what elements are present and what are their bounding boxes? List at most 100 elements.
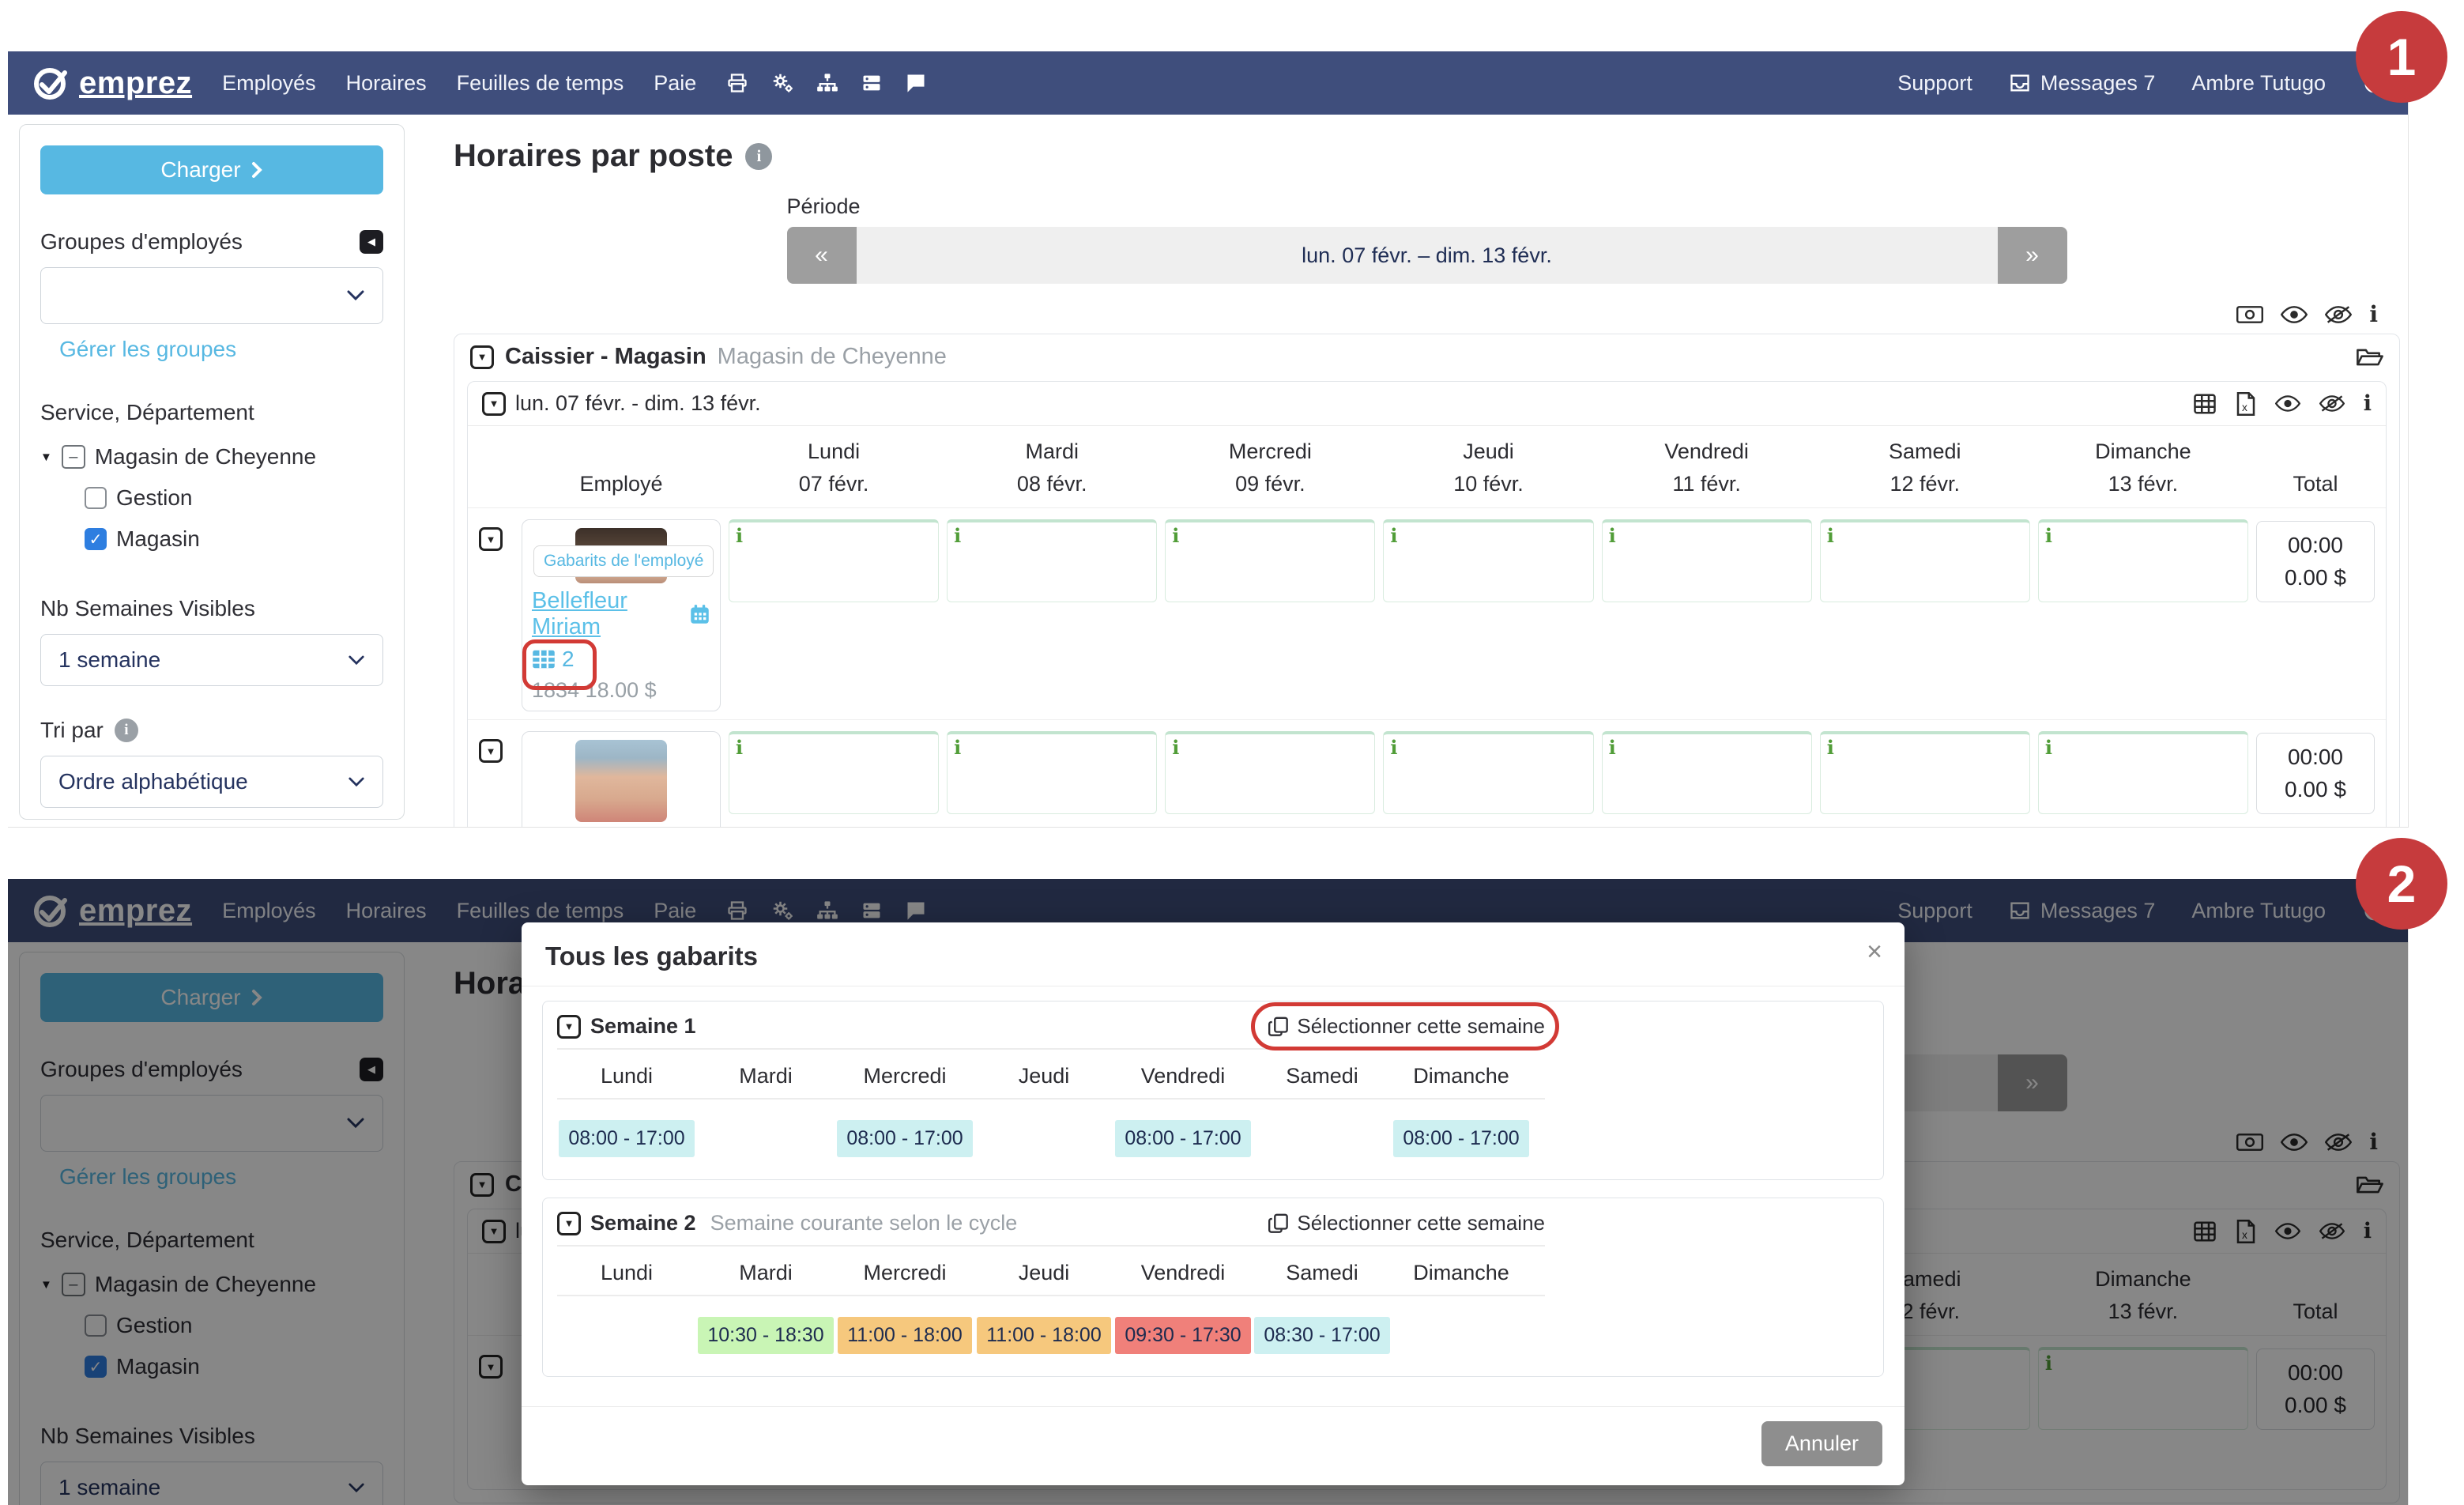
schedule-cell[interactable]: i	[1601, 731, 1812, 814]
next-week-button[interactable]: »	[1997, 1054, 2067, 1111]
previous-week-button[interactable]: «	[786, 227, 857, 284]
tree-collapse-icon[interactable]: –	[61, 1273, 85, 1296]
nav-messages-link[interactable]: Messages 7	[2009, 899, 2155, 923]
tree-expand-icon[interactable]: ▼	[40, 1277, 52, 1292]
load-button[interactable]: Charger	[40, 973, 383, 1022]
printer-icon[interactable]	[726, 72, 748, 94]
tree-node-root[interactable]: ▼ – Magasin de Cheyenne	[40, 1272, 383, 1297]
time-slot[interactable]: 08:00 - 17:00	[837, 1120, 973, 1157]
schedule-cell[interactable]: i	[1383, 731, 1594, 814]
time-slot[interactable]: 08:00 - 17:00	[559, 1120, 695, 1157]
excel-export-icon[interactable]: x	[2236, 391, 2256, 416]
tree-node-magasin[interactable]: ✓ Magasin	[85, 526, 383, 552]
load-button[interactable]: Charger	[40, 145, 383, 194]
collapse-week-icon[interactable]: ▼	[482, 1219, 506, 1243]
schedule-cell[interactable]: i	[1601, 519, 1812, 602]
info-icon[interactable]: i	[2369, 301, 2378, 327]
brand-link[interactable]: emprez	[30, 65, 192, 101]
chat-icon[interactable]	[905, 72, 927, 94]
time-slot[interactable]: 11:00 - 18:00	[838, 1317, 972, 1354]
gears-icon[interactable]	[770, 71, 794, 95]
collapse-week-icon[interactable]: ▼	[482, 391, 506, 416]
eye-slash-icon[interactable]	[2319, 1223, 2345, 1239]
folder-open-icon[interactable]	[2357, 1175, 2383, 1195]
nav-messages-link[interactable]: Messages 7	[2009, 71, 2155, 96]
time-slot[interactable]: 08:00 - 17:00	[1115, 1120, 1251, 1157]
gears-icon[interactable]	[770, 899, 794, 922]
collapse-row-icon[interactable]: ▼	[479, 1355, 503, 1379]
schedule-cell[interactable]: i	[2037, 1347, 2248, 1430]
tree-node-root[interactable]: ▼ – Magasin de Cheyenne	[40, 444, 383, 470]
collapse-position-icon[interactable]: ▼	[470, 345, 494, 369]
sort-by-select[interactable]: Ordre alphabétique	[40, 756, 383, 808]
nav-item-feuilles-de-temps[interactable]: Feuilles de temps	[456, 70, 624, 95]
brand-link[interactable]: emprez	[30, 892, 192, 929]
eye-icon[interactable]	[2274, 1223, 2300, 1239]
gestion-checkbox[interactable]	[85, 1315, 107, 1337]
employee-name-link[interactable]: Bellefleur Miriam	[532, 588, 710, 640]
tree-node-gestion[interactable]: Gestion	[85, 485, 383, 511]
employee-groups-select[interactable]	[40, 1095, 383, 1152]
nav-support-link[interactable]: Support	[1897, 70, 1972, 95]
time-slot[interactable]: 08:30 - 17:00	[1254, 1317, 1390, 1354]
tree-node-magasin[interactable]: ✓ Magasin	[85, 1354, 383, 1379]
collapse-row-icon[interactable]: ▼	[479, 527, 503, 551]
schedule-cell[interactable]: i	[947, 731, 1158, 814]
money-icon[interactable]	[2236, 305, 2264, 323]
info-icon[interactable]: i	[114, 719, 138, 742]
collapse-week1-icon[interactable]: ▼	[557, 1014, 581, 1039]
table-icon[interactable]	[2193, 1220, 2217, 1243]
table-icon[interactable]	[2193, 392, 2217, 416]
info-icon[interactable]: i	[745, 142, 773, 170]
collapse-panel-icon[interactable]: ◀	[360, 1058, 383, 1081]
eye-slash-icon[interactable]	[2319, 395, 2345, 412]
next-week-button[interactable]: »	[1997, 227, 2067, 284]
schedule-cell[interactable]: i	[1165, 519, 1376, 602]
eye-icon[interactable]	[2281, 1133, 2308, 1151]
magasin-checkbox[interactable]: ✓	[85, 1356, 107, 1378]
eye-icon[interactable]	[2281, 305, 2308, 323]
sitemap-icon[interactable]	[816, 72, 838, 94]
sitemap-icon[interactable]	[816, 900, 838, 922]
money-icon[interactable]	[2236, 1133, 2264, 1151]
nav-item-horaires[interactable]: Horaires	[345, 898, 427, 922]
tree-node-gestion[interactable]: Gestion	[85, 1313, 383, 1338]
manage-groups-link[interactable]: Gérer les groupes	[59, 1164, 237, 1189]
info-icon[interactable]: i	[2363, 391, 2372, 416]
info-icon[interactable]: i	[2369, 1129, 2378, 1155]
weeks-visible-select[interactable]: 1 semaine	[40, 1462, 383, 1505]
nav-user-link[interactable]: Ambre Tutugo	[2191, 70, 2326, 95]
select-week-2-button[interactable]: Sélectionner cette semaine	[1268, 1211, 1545, 1235]
info-icon[interactable]: i	[2363, 1219, 2372, 1243]
eye-slash-icon[interactable]	[2325, 1133, 2353, 1151]
chat-icon[interactable]	[905, 900, 927, 922]
cancel-button[interactable]: Annuler	[1761, 1421, 1882, 1466]
eye-icon[interactable]	[2274, 395, 2300, 412]
nav-item-employes[interactable]: Employés	[222, 898, 316, 922]
time-slot[interactable]: 11:00 - 18:00	[977, 1317, 1111, 1354]
magasin-checkbox[interactable]: ✓	[85, 528, 107, 550]
schedule-cell[interactable]: i	[2037, 519, 2248, 602]
excel-export-icon[interactable]: x	[2236, 1219, 2256, 1243]
tree-collapse-icon[interactable]: –	[61, 445, 85, 469]
employee-groups-select[interactable]	[40, 267, 383, 324]
nav-item-paie[interactable]: Paie	[654, 70, 697, 95]
gestion-checkbox[interactable]	[85, 487, 107, 509]
time-slot[interactable]: 09:30 - 17:30	[1115, 1317, 1251, 1354]
schedule-cell[interactable]: i	[947, 519, 1158, 602]
nav-user-link[interactable]: Ambre Tutugo	[2191, 898, 2326, 922]
server-icon[interactable]	[861, 900, 883, 922]
collapse-row-icon[interactable]: ▼	[479, 739, 503, 763]
schedule-cell[interactable]: i	[1819, 731, 2030, 814]
printer-icon[interactable]	[726, 900, 748, 922]
time-slot[interactable]: 10:30 - 18:30	[698, 1317, 834, 1354]
server-icon[interactable]	[861, 72, 883, 94]
nav-support-link[interactable]: Support	[1897, 898, 1972, 922]
schedule-cell[interactable]: i	[1165, 731, 1376, 814]
close-icon[interactable]: ×	[1867, 937, 1882, 967]
schedule-cell[interactable]: i	[2037, 731, 2248, 814]
schedule-cell[interactable]: i	[729, 731, 940, 814]
weeks-visible-select[interactable]: 1 semaine	[40, 634, 383, 686]
eye-slash-icon[interactable]	[2325, 305, 2353, 323]
schedule-cell[interactable]: i	[1819, 519, 2030, 602]
